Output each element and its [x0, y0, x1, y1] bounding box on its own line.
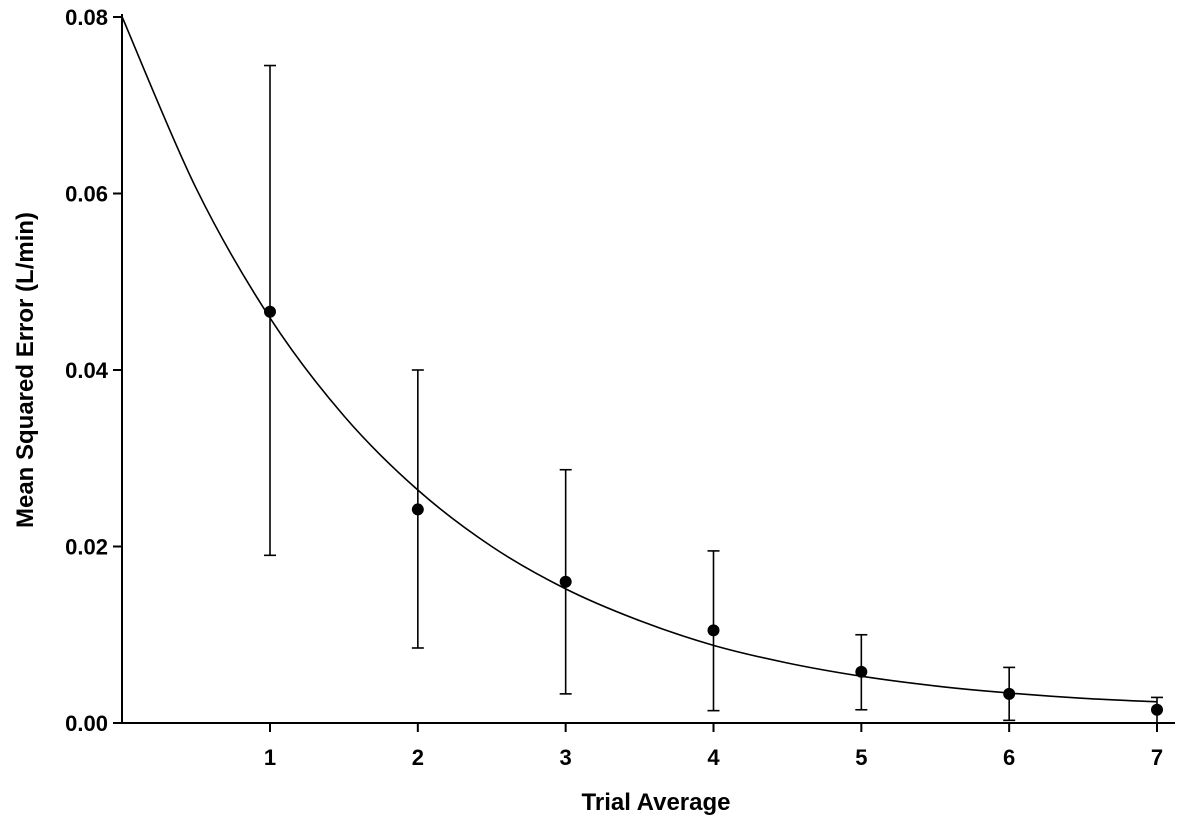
x-tick-label: 5 [855, 745, 867, 770]
fit-curve-line [121, 16, 1158, 703]
data-point [264, 305, 276, 318]
x-axis-title: Trial Average [582, 789, 731, 816]
data-point [707, 624, 720, 637]
y-tick-label: 0.06 [65, 182, 108, 207]
data-point [1151, 703, 1163, 716]
data-point [559, 575, 572, 588]
data-point [855, 665, 868, 678]
data-point [411, 503, 424, 516]
axes: 0.00 0.02 0.04 0.06 0.08 1 2 3 4 5 6 7 [65, 5, 1175, 770]
y-tick-label: 0.04 [65, 358, 109, 383]
x-tick-label: 1 [264, 745, 276, 770]
y-axis-title: Mean Squared Error (L/min) [12, 212, 39, 528]
data-point-layer [264, 305, 1163, 716]
y-tick-label: 0.08 [65, 5, 108, 30]
x-tick-label: 3 [560, 745, 572, 770]
x-tick-label: 7 [1151, 745, 1163, 770]
data-point [1003, 687, 1016, 700]
y-tick-label: 0.00 [65, 711, 108, 736]
x-tick-label: 4 [707, 745, 720, 770]
y-tick-label: 0.02 [65, 535, 108, 560]
fit-curve-layer [121, 16, 1158, 703]
x-tick-label: 6 [1003, 745, 1015, 770]
x-tick-label: 2 [412, 745, 424, 770]
